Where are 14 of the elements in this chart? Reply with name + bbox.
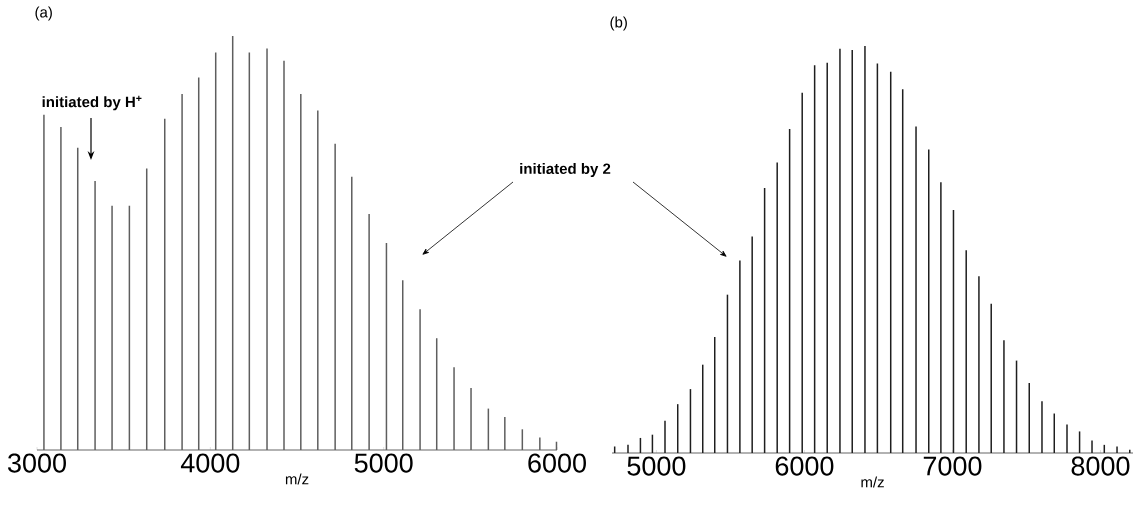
annotation: initiated by H$^{+}$: [42, 95, 142, 111]
x-tick-label: 3000: [8, 453, 66, 473]
x-axis-title: m/z: [285, 473, 309, 485]
x-tick-label: 6000: [528, 453, 586, 473]
x-tick-label: 6000: [775, 456, 834, 476]
x-tick-label: 5000: [354, 453, 413, 473]
x-axis-title: m/z: [861, 476, 884, 488]
chart-title: (b): [610, 16, 627, 31]
x-tick-label: 7000: [923, 456, 982, 476]
x-tick-label: 4000: [180, 453, 240, 473]
x-tick-label: 5000: [627, 456, 686, 476]
annotation: initiated by 2: [520, 163, 611, 177]
chart-title: (a): [35, 6, 52, 21]
x-tick-label: 8000: [1071, 456, 1130, 476]
